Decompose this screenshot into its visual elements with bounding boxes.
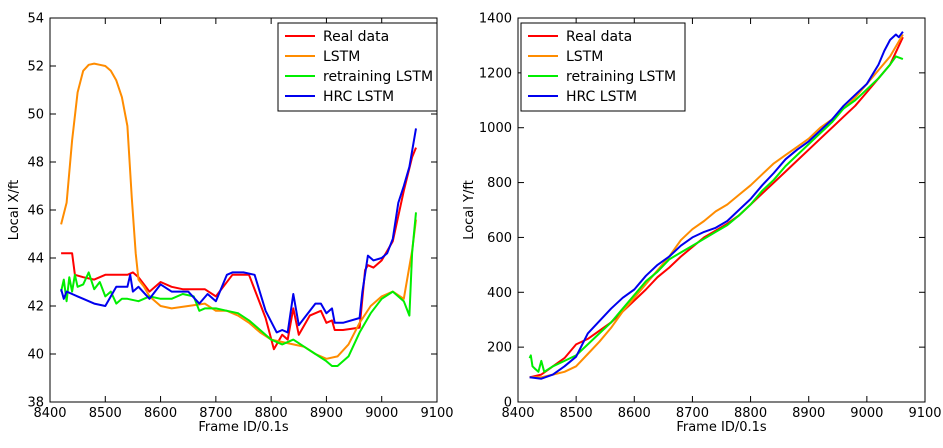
x-tick-label: 8400 — [33, 406, 66, 421]
x-tick-label: 8700 — [199, 406, 232, 421]
y-tick-label: 46 — [27, 204, 44, 219]
y-tick-label: 52 — [27, 60, 44, 75]
x-tick-label: 9000 — [850, 406, 883, 421]
x-tick-label: 9100 — [908, 406, 941, 421]
x-tick-label: 8900 — [792, 406, 825, 421]
y-tick-label: 800 — [487, 176, 512, 191]
y-axis-label: Local X/ft — [7, 180, 22, 241]
series-line-real-data — [529, 36, 904, 379]
legend-label: HRC LSTM — [566, 89, 637, 105]
chart-panel-local-y: 8400 8500 8600 8700 8800 8900 9000 9100 0 200 400 6… — [462, 12, 942, 436]
legend-label: Real data — [323, 29, 389, 45]
y-tick-label: 1200 — [479, 66, 512, 81]
plot-frame — [517, 17, 926, 403]
legend-label: LSTM — [323, 49, 360, 65]
x-tick-label: 8600 — [144, 406, 177, 421]
x-tick-label: 8900 — [310, 406, 343, 421]
series-line-hrc-lstm — [60, 128, 417, 334]
y-tick-label: 38 — [27, 396, 44, 411]
y-tick-label: 200 — [487, 341, 512, 356]
x-tick-label: 9100 — [420, 406, 453, 421]
chart-panel-local-x: 8400 8500 8600 8700 8800 8900 9000 9100 38 40 42 44… — [7, 12, 454, 436]
x-tick-label: 8700 — [676, 406, 709, 421]
x-tick-label: 8400 — [501, 406, 534, 421]
x-tick-label: 9000 — [365, 406, 398, 421]
y-tick-label: 42 — [27, 300, 44, 315]
y-tick-label: 0 — [504, 396, 512, 411]
legend-label: LSTM — [566, 49, 603, 65]
x-tick-label: 8500 — [560, 406, 593, 421]
x-tick-label: 8800 — [734, 406, 767, 421]
legend-label: HRC LSTM — [323, 89, 394, 105]
x-axis-label: Frame ID/0.1s — [676, 420, 767, 435]
y-tick-label: 44 — [27, 252, 44, 267]
y-tick-label: 400 — [487, 286, 512, 301]
series-line-hrc-lstm — [529, 31, 904, 380]
legend-label: retraining LSTM — [323, 69, 433, 85]
y-tick-label: 50 — [27, 108, 44, 123]
series-line-retraining-lstm — [60, 212, 417, 367]
y-tick-label: 40 — [27, 348, 44, 363]
legend-label: retraining LSTM — [566, 69, 676, 85]
y-tick-label: 54 — [27, 12, 44, 27]
x-tick-label: 8800 — [255, 406, 288, 421]
series-line-retraining-lstm — [528, 55, 904, 373]
y-axis-label: Local Y/ft — [462, 180, 477, 240]
x-tick-label: 8600 — [618, 406, 651, 421]
y-tick-label: 600 — [487, 231, 512, 246]
legend: Real data LSTM retraining LSTM HRC LSTM — [277, 22, 438, 112]
legend: Real data LSTM retraining LSTM HRC LSTM — [520, 22, 686, 112]
x-tick-label: 8500 — [89, 406, 122, 421]
legend-label: Real data — [566, 29, 632, 45]
x-axis-label: Frame ID/0.1s — [198, 420, 289, 435]
y-tick-label: 48 — [27, 156, 44, 171]
y-tick-label: 1400 — [479, 12, 512, 27]
y-tick-label: 1000 — [479, 121, 512, 136]
